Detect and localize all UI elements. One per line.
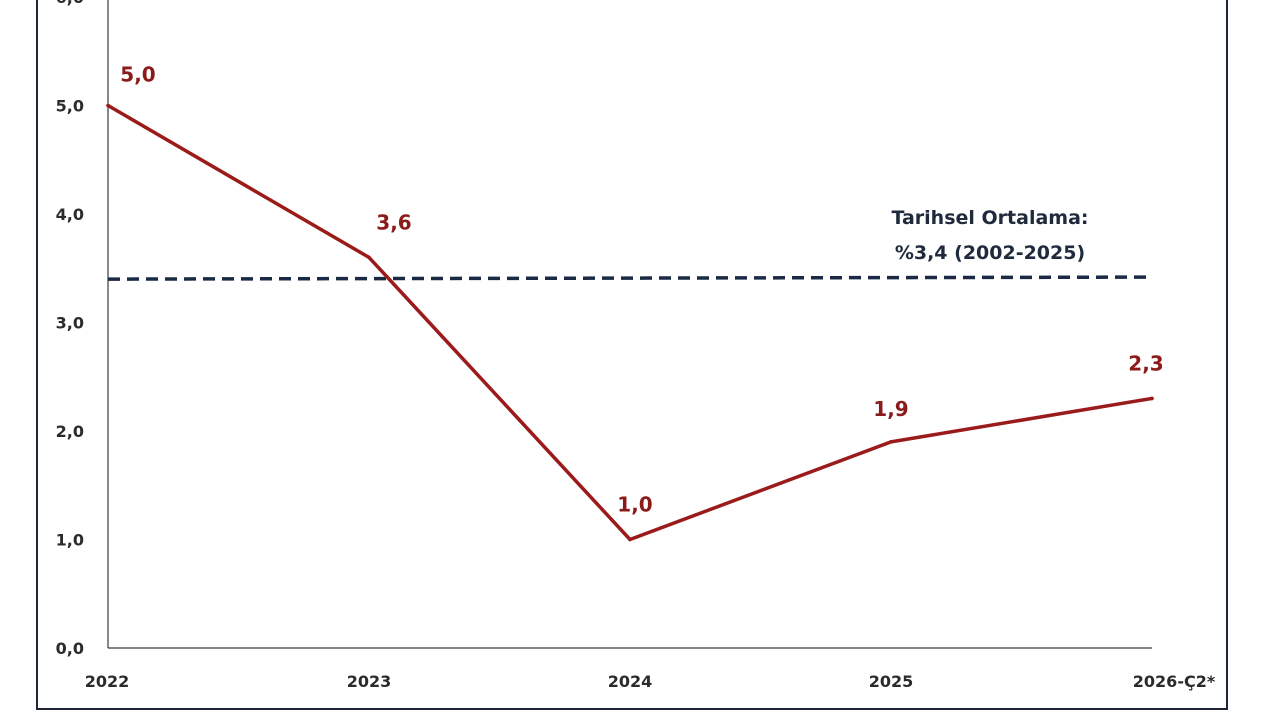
x-tick-label: 2025 (869, 672, 914, 691)
annotation-line-2: %3,4 (2002-2025) (895, 242, 1085, 264)
y-tick-label: 2,0 (56, 422, 84, 441)
data-point (889, 440, 893, 444)
x-tick-label: 2024 (608, 672, 653, 691)
y-tick-label: 3,0 (56, 314, 84, 333)
x-tick-label: 2023 (347, 672, 392, 691)
data-label: 1,9 (873, 397, 908, 421)
data-label: 5,0 (120, 63, 155, 87)
x-tick-label: 2022 (85, 672, 130, 691)
y-tick-label: 1,0 (56, 531, 84, 550)
historical-average-line (107, 275, 1153, 281)
data-point (1150, 396, 1154, 401)
data-point (106, 103, 110, 108)
data-label: 3,6 (376, 210, 411, 234)
data-labels-layer: 5,0 3,6 1,0 1,9 2,3 (120, 63, 1163, 517)
y-tick-label: 6,0 (56, 0, 84, 7)
series-layer (106, 103, 1154, 542)
x-tick-label: 2026-Ç2* (1133, 672, 1216, 691)
series-line (107, 103, 1153, 542)
data-point (628, 537, 632, 542)
data-label: 2,3 (1128, 351, 1163, 375)
axes-layer: 0,0 1,0 2,0 3,0 4,0 5,0 6,0 2022 2023 2024 2025 202… (56, 0, 1216, 691)
chart-frame (36, 0, 1228, 710)
data-point (367, 255, 371, 260)
reference-line-layer (107, 275, 1153, 281)
y-tick-label: 4,0 (56, 205, 84, 224)
y-tick-label: 0,0 (56, 639, 84, 658)
y-tick-label: 5,0 (56, 97, 84, 116)
annotation-line-1: Tarihsel Ortalama: (891, 207, 1088, 229)
data-label: 1,0 (617, 493, 652, 517)
